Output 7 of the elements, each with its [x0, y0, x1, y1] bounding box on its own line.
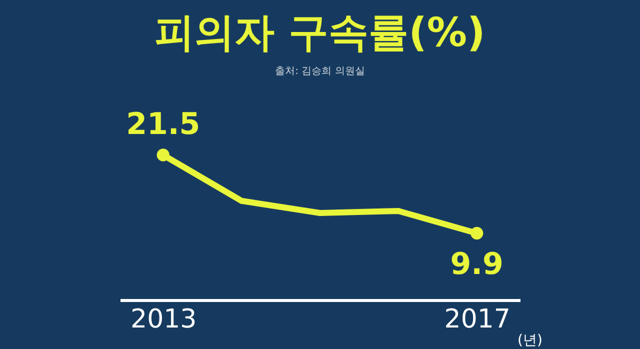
x-tick-label: 2013	[130, 304, 197, 334]
x-tick-label: 2017	[444, 304, 510, 334]
source-note: 출처: 김승희 의원실	[275, 66, 365, 77]
data-label: 9.9	[450, 247, 504, 282]
data-label: 21.5	[126, 107, 200, 142]
chart-title: 피의자 구속률(%)	[154, 10, 486, 56]
x-axis-title: (년)	[518, 332, 542, 348]
